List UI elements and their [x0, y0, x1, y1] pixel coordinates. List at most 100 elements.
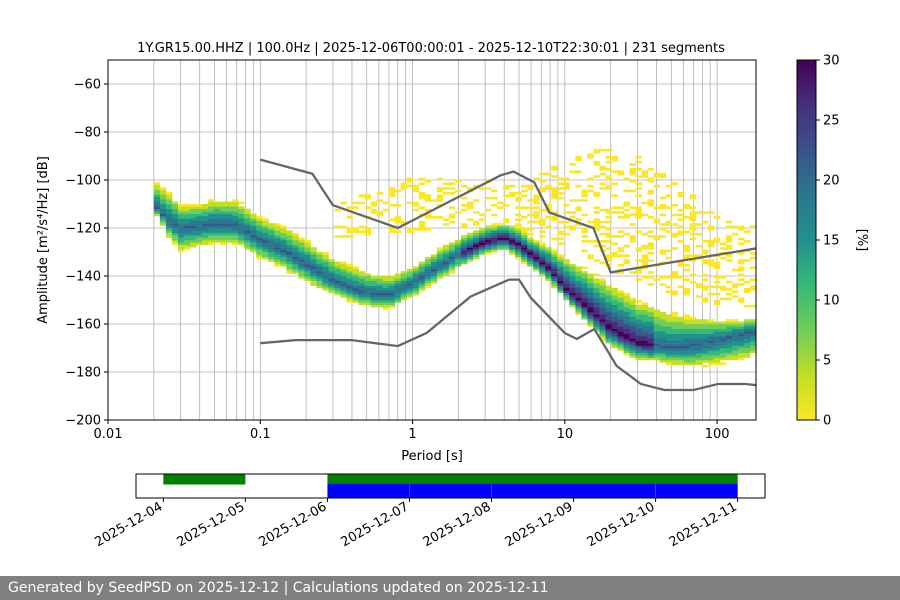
density-cell: [250, 237, 257, 241]
density-cell: [743, 348, 751, 351]
density-cell: [472, 220, 480, 224]
density-column: [731, 225, 739, 361]
density-cell: [713, 292, 721, 296]
density-cell: [737, 343, 745, 346]
density-cell: [334, 225, 341, 229]
density-cell: [177, 244, 185, 248]
density-cell: [171, 235, 179, 238]
density-cell: [533, 211, 540, 214]
density-cell: [485, 196, 492, 200]
density-cell: [412, 283, 420, 286]
density-cell: [304, 271, 311, 274]
density-cell: [298, 237, 305, 241]
density-cell: [653, 312, 661, 315]
density-cell: [171, 211, 179, 214]
density-cell: [743, 352, 751, 356]
density-cell: [557, 230, 564, 233]
density-cell: [695, 336, 703, 339]
density-cell: [382, 283, 390, 286]
density-cell: [611, 158, 618, 161]
density-cell: [214, 218, 221, 221]
density-cell: [575, 199, 582, 202]
density-cell: [677, 336, 685, 339]
density-cell: [358, 283, 365, 286]
density-cell: [557, 285, 564, 289]
density-cell: [737, 321, 745, 325]
density-cell: [316, 268, 323, 272]
density-cell: [334, 273, 341, 277]
density-cell: [418, 264, 426, 267]
density-cell: [412, 290, 420, 293]
density-cell: [503, 242, 510, 245]
density-cell: [304, 264, 311, 267]
density-cell: [376, 295, 384, 298]
density-cell: [719, 247, 727, 250]
density-cell: [545, 276, 552, 279]
density-cell: [689, 350, 697, 353]
density-cell: [725, 333, 733, 337]
density-cell: [280, 247, 287, 250]
density-column: [346, 206, 353, 303]
density-cell: [232, 240, 239, 243]
density-cell: [605, 328, 612, 332]
density-cell: [593, 309, 600, 313]
density-cell: [340, 290, 347, 293]
density-cell: [394, 220, 402, 224]
density-cell: [611, 182, 618, 185]
density-cell: [605, 297, 612, 301]
density-cell: [731, 225, 739, 229]
density-cell: [599, 225, 606, 229]
density-cell: [171, 240, 179, 243]
density-cell: [388, 290, 396, 293]
density-cell: [635, 328, 642, 332]
density-cell: [262, 242, 269, 245]
density-cell: [328, 273, 335, 277]
density-cell: [617, 336, 624, 339]
density-cell: [653, 319, 661, 322]
density-cell: [328, 280, 335, 284]
density-cell: [659, 206, 667, 209]
density-cell: [641, 247, 649, 250]
availability-bar-green: [327, 474, 738, 485]
density-cell: [629, 319, 636, 322]
density-cell: [165, 201, 173, 205]
density-cell: [749, 252, 756, 255]
density-column: [406, 177, 414, 298]
density-cell: [743, 326, 751, 329]
density-cell: [653, 206, 661, 209]
density-cell: [635, 304, 642, 308]
density-cell: [334, 278, 341, 281]
density-column: [521, 184, 528, 265]
density-cell: [238, 218, 245, 221]
density-cell: [430, 216, 438, 219]
density-column: [575, 156, 582, 315]
density-cell: [743, 230, 751, 233]
density-cell: [370, 288, 378, 291]
density-cell: [605, 302, 612, 305]
density-cell: [424, 283, 432, 286]
density-cell: [551, 268, 558, 272]
density-cell: [238, 223, 245, 226]
density-cell: [364, 232, 372, 236]
density-cell: [683, 352, 691, 356]
density-cell: [280, 225, 287, 229]
density-cell: [466, 247, 474, 250]
density-cell: [725, 240, 733, 243]
density-cell: [539, 256, 546, 260]
density-cell: [689, 357, 697, 361]
density-cell: [641, 348, 649, 351]
density-cell: [557, 280, 564, 284]
density-cell: [539, 189, 546, 193]
density-cell: [316, 278, 323, 281]
density-cell: [743, 288, 751, 291]
density-cell: [605, 228, 612, 231]
colorbar-tick-label: 15: [823, 234, 840, 249]
density-cell: [689, 336, 697, 339]
density-cell: [617, 170, 624, 173]
density-cell: [527, 249, 534, 253]
density-cell: [581, 312, 588, 315]
density-cell: [617, 321, 624, 325]
density-cell: [376, 278, 384, 281]
density-cell: [177, 240, 185, 243]
density-cell: [599, 244, 606, 248]
